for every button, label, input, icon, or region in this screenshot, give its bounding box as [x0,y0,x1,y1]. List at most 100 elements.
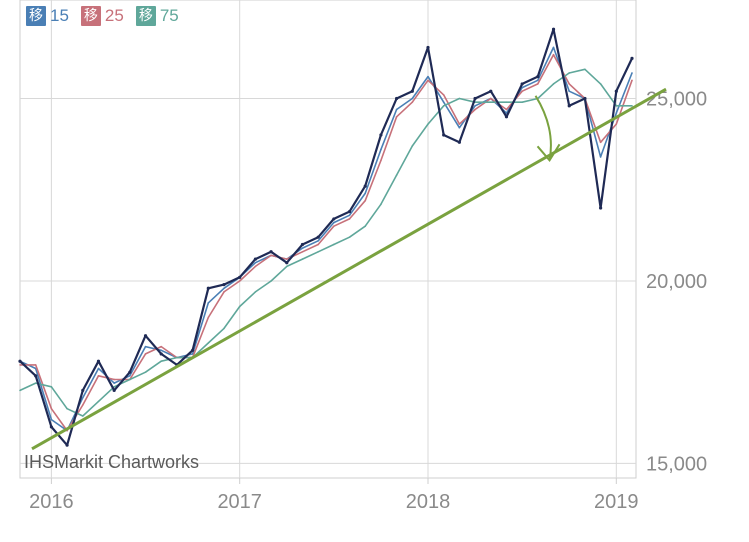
y-tick-label: 20,000 [646,271,707,293]
series-point-price [347,210,352,214]
series-point-25 [489,97,492,100]
series-point-25 [160,345,163,348]
series-point-price [34,374,38,378]
series-point-25 [207,316,210,319]
series-point-25 [568,83,571,85]
annotation-arrow [534,95,552,161]
series-point-75 [223,327,225,330]
series-point-25 [50,407,53,410]
series-point-price [238,275,242,279]
series-point-price [410,89,414,93]
series-point-75 [442,105,445,107]
series-point-15 [364,192,367,195]
series-point-price [316,235,320,239]
series-point-75 [631,105,633,107]
series-point-15 [97,367,100,370]
series-line-25 [20,53,633,432]
series-point-15 [631,72,633,74]
series-point-15 [411,97,414,100]
series-point-75 [505,101,508,103]
series-point-15 [427,75,429,78]
series-point-price [81,388,85,393]
series-point-price [65,443,69,447]
series-point-15 [254,261,257,264]
series-point-price [363,184,367,188]
series-point-75 [599,83,602,85]
series-point-price [489,89,493,93]
series-point-75 [427,123,429,125]
series-point-15 [50,418,53,421]
series-point-25 [552,53,555,56]
series-point-25 [317,243,319,246]
series-point-15 [599,156,602,158]
y-tick-label: 25,000 [646,89,707,111]
series-point-75 [207,342,210,344]
series-point-25 [34,364,37,366]
series-point-15 [380,148,382,151]
series-point-15 [474,105,476,107]
series-point-75 [521,101,523,103]
legend-item-ma25[interactable]: 移 25 [80,6,124,26]
series-point-25 [144,353,147,355]
series-point-75 [50,385,53,388]
series-point-price [504,115,509,119]
legend: 移 15 移 25 移 75 [26,6,179,26]
series-point-price [191,348,195,352]
series-point-price [206,286,210,290]
series-point-25 [254,265,257,268]
series-point-25 [285,258,288,260]
series-line-75 [19,68,632,417]
legend-item-ma75[interactable]: 移 75 [135,6,179,26]
series-point-25 [364,199,367,202]
series-point-15 [144,345,147,348]
series-point-price [426,45,430,50]
series-point-75 [285,265,288,268]
series-point-price [269,250,273,254]
series-point-price [614,89,618,93]
series-point-15 [348,214,351,217]
series-point-15 [160,349,163,352]
plot-frame [19,0,637,479]
series-point-price [159,352,163,356]
series-point-price [442,133,446,137]
series-point-25 [474,108,476,111]
series-point-75 [458,97,461,100]
series-point-25 [19,364,21,366]
series-point-25 [442,94,445,96]
series-point-25 [599,141,602,144]
series-point-75 [81,415,84,417]
series-point-price [583,96,587,101]
series-point-price [457,140,461,144]
series-point-25 [223,291,225,293]
watermark: IHSMarkit Chartworks [24,452,200,472]
annotation-arrowhead [536,143,561,162]
series-point-15 [458,126,461,129]
legend-item-ma15[interactable]: 移 15 [26,6,69,26]
series-point-15 [81,396,84,399]
legend-badge-ma75: 移 [135,6,156,26]
series-point-25 [301,250,304,253]
series-point-75 [584,68,586,71]
series-point-75 [238,305,241,308]
x-tick-label: 2017 [217,491,262,513]
series-point-75 [113,385,115,388]
series-point-15 [317,240,319,242]
legend-label-ma75: 75 [159,6,179,25]
series-point-15 [615,112,618,114]
series-point-25 [238,280,241,282]
series-point-75 [144,371,147,373]
series-point-15 [442,101,445,103]
series-point-price [253,257,257,261]
series-point-price [300,242,305,247]
series-point-price [143,334,148,338]
series-point-15 [333,221,335,224]
series-point-price [551,27,556,31]
series-point-15 [223,287,225,290]
series-point-15 [129,375,131,377]
series-point-25 [348,218,351,220]
series-point-15 [191,353,194,355]
x-tick-label: 2018 [406,491,451,513]
series-point-price [599,206,603,210]
series-point-25 [113,378,115,381]
